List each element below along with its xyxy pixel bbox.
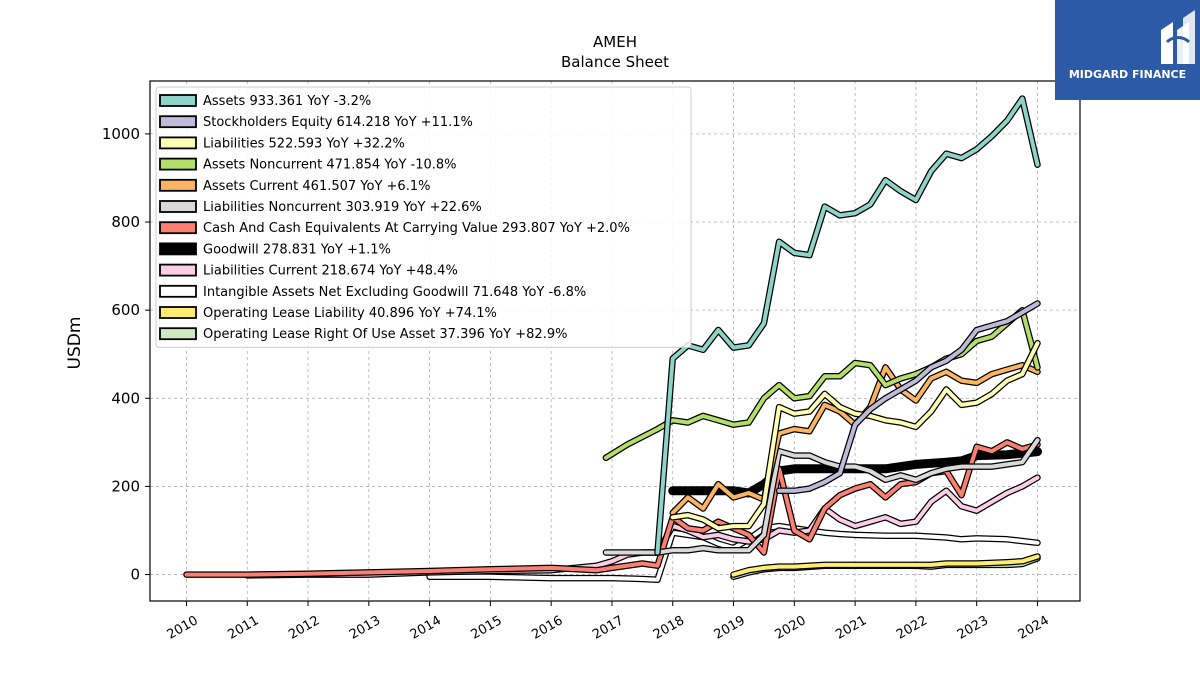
series-line-assets: [655, 96, 1040, 555]
legend-swatch: [159, 178, 197, 192]
x-tick-label: 2018: [651, 613, 687, 643]
legend-entry: Cash And Cash Equivalents At Carrying Va…: [203, 221, 630, 236]
plot-frame: [149, 80, 1081, 602]
series-line-liabilities-current: [245, 475, 1040, 578]
legend-entry: Stockholders Equity 614.218 YoY +11.1%: [203, 115, 473, 130]
series-line-liabilities: [670, 341, 1040, 531]
legend-swatch: [159, 115, 197, 129]
y-tick-label: 400: [111, 389, 140, 407]
legend-swatch: [159, 242, 197, 256]
x-tick-label: 2013: [347, 613, 383, 643]
legend-swatch: [159, 306, 197, 319]
x-tick-label: 2021: [833, 613, 869, 643]
y-tick-label: 600: [111, 301, 140, 319]
legend-entry: Goodwill 278.831 YoY +1.1%: [203, 242, 391, 257]
x-tick-label: 2015: [469, 613, 505, 643]
x-tick-label: 2017: [590, 613, 626, 643]
series-line-operating-lease-liability: [731, 554, 1040, 577]
legend-entry: Assets 933.361 YoY -3.2%: [203, 94, 371, 109]
x-tick-label: 2010: [165, 613, 201, 643]
x-tick-label: 2016: [529, 613, 565, 643]
brand-name: MIDGARD FINANCE: [1068, 68, 1187, 81]
x-tick-label: 2014: [408, 613, 444, 643]
y-tick-label: 0: [130, 566, 140, 584]
series-line-assets-noncurrent: [603, 308, 1040, 460]
x-tick-label: 2011: [225, 613, 261, 643]
legend: Assets 933.361 YoY -3.2% Stockholders Equ…: [155, 86, 692, 348]
series-line-stockholders-equity: [777, 301, 1040, 493]
series-line-liabilities-noncurrent: [603, 438, 1040, 555]
x-tick-label: 2012: [286, 613, 322, 643]
legend-entry: Liabilities 522.593 YoY +32.2%: [203, 136, 405, 151]
x-tick-label: 2024: [1016, 613, 1052, 643]
legend-swatch: [159, 200, 197, 213]
brand-logo: MIDGARD FINANCE: [1055, 0, 1200, 100]
legend-entry: Liabilities Noncurrent 303.919 YoY +22.6…: [203, 200, 482, 215]
x-tick-label: 2019: [712, 613, 748, 643]
y-tick-label: 1000: [102, 125, 140, 143]
legend-box: [155, 86, 692, 348]
legend-swatch: [159, 94, 197, 107]
chart-title: AMEH: [593, 33, 637, 51]
legend-swatch: [159, 221, 197, 235]
x-tick-label: 2020: [772, 613, 808, 643]
legend-entry: Assets Current 461.507 YoY +6.1%: [203, 179, 430, 194]
series-lines: [183, 95, 1042, 584]
legend-entry: Intangible Assets Net Excluding Goodwill…: [203, 285, 586, 300]
legend-swatch: [159, 327, 197, 341]
legend-swatch: [159, 263, 197, 277]
x-tick-label: 2023: [955, 613, 991, 643]
legend-entry: Operating Lease Liability 40.896 YoY +74…: [203, 306, 497, 321]
logo-mark-icon: [1161, 10, 1195, 64]
chart-subtitle: Balance Sheet: [561, 53, 669, 71]
legend-swatch: [159, 136, 197, 150]
y-axis-label: USDm: [65, 317, 85, 370]
legend-entry: Operating Lease Right Of Use Asset 37.39…: [203, 327, 567, 342]
legend-swatch: [159, 157, 197, 171]
legend-entry: Assets Noncurrent 471.854 YoY -10.8%: [203, 158, 457, 173]
y-tick-label: 200: [111, 477, 140, 495]
legend-entry: Liabilities Current 218.674 YoY +48.4%: [203, 264, 458, 279]
x-tick-label: 2022: [894, 613, 930, 643]
y-tick-label: 800: [111, 213, 140, 231]
legend-swatch: [159, 284, 197, 298]
